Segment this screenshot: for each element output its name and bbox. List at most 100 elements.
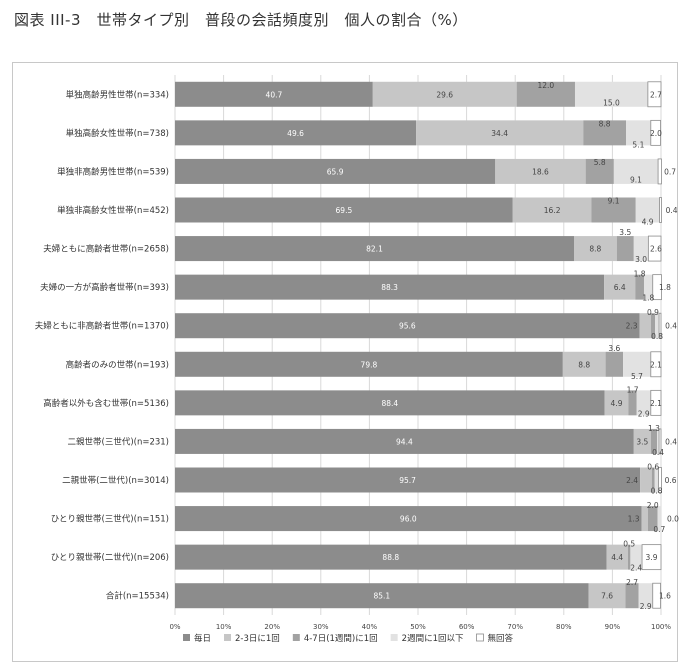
- category-label: 夫婦ともに高齢者世帯(n=2658): [43, 244, 169, 255]
- data-label: 3.5: [636, 437, 648, 446]
- bar-segment: [647, 235, 662, 262]
- bar-segment: [175, 467, 641, 493]
- category-label: 夫婦ともに非高齢者世帯(n=1370): [35, 321, 169, 332]
- x-tick-label: 30%: [313, 623, 329, 631]
- data-label: 6.4: [614, 283, 626, 292]
- x-tick-label: 40%: [362, 623, 378, 631]
- bar-segment: [606, 544, 628, 570]
- data-label: 40.7: [266, 90, 283, 99]
- data-label: 3.6: [608, 344, 620, 353]
- data-label: 1.8: [634, 270, 646, 279]
- bar-segment: [640, 467, 652, 493]
- legend-label: 2週間に1回以下: [402, 634, 464, 644]
- bar-segment: [512, 197, 592, 223]
- legend-swatch: [292, 634, 300, 641]
- data-label: 7.6: [601, 592, 613, 601]
- data-label: 8.8: [589, 245, 601, 254]
- bar-segment: [627, 544, 631, 570]
- bar-segment: [657, 158, 662, 185]
- bar-segment: [652, 582, 661, 609]
- chart-frame: 単独高齢男性世帯(n=334) 単独高齢女性世帯(n=738) 単独非高齢男性世帯(…: [12, 62, 679, 662]
- data-label: 0.8: [651, 487, 663, 496]
- data-label: 95.6: [399, 322, 416, 331]
- data-label: 96.0: [400, 515, 417, 524]
- bar-segment: [562, 351, 606, 377]
- data-label: 65.9: [327, 167, 344, 176]
- data-label: 5.7: [631, 372, 643, 381]
- bar-segment: [639, 313, 651, 339]
- bar-segment: [175, 158, 496, 184]
- data-label: 8.8: [578, 360, 590, 369]
- bar-segment: [647, 506, 658, 532]
- data-label: 0.5: [623, 540, 635, 549]
- legend-swatch: [476, 633, 484, 642]
- bar-segment: [591, 197, 636, 223]
- data-label: 85.1: [373, 592, 390, 601]
- data-label: 0.9: [647, 308, 659, 317]
- bar-segment: [633, 236, 649, 262]
- bar-segment: [655, 313, 660, 339]
- data-label: 12.0: [537, 81, 554, 90]
- data-label: 88.8: [382, 553, 399, 562]
- data-label: 8.8: [599, 119, 611, 128]
- data-label: 79.8: [361, 360, 378, 369]
- bar-segment: [175, 313, 640, 339]
- data-label: 2.4: [630, 564, 642, 573]
- data-label: 0.8: [651, 332, 663, 341]
- bar-segment: [652, 274, 662, 301]
- bar-segment: [650, 428, 658, 454]
- data-label: 95.7: [399, 476, 416, 485]
- legend-swatch: [183, 634, 190, 641]
- bar-segment: [623, 351, 651, 377]
- bar-segment: [650, 351, 662, 378]
- bar-segment: [175, 197, 513, 223]
- bar-segment: [635, 274, 644, 300]
- bar-segment: [416, 120, 584, 146]
- bar-segment: [604, 390, 629, 416]
- category-label: 単独非高齢女性世帯(n=452): [57, 205, 169, 216]
- data-label: 2.1: [650, 399, 662, 408]
- data-label: 0.6: [665, 476, 677, 485]
- bar-segment: [650, 119, 661, 146]
- x-tick-label: 50%: [410, 623, 426, 631]
- bar-segment: [635, 197, 660, 223]
- data-label: 3.9: [646, 553, 658, 562]
- bar-segment: [636, 390, 651, 416]
- category-label: 単独高齢女性世帯(n=738): [66, 128, 169, 139]
- category-label: ひとり親世帯(二世代)(n=206): [51, 552, 169, 563]
- category-label: ひとり親世帯(三世代)(n=151): [51, 514, 169, 525]
- legend-label: 毎日: [194, 633, 211, 644]
- bar-segment: [175, 81, 373, 107]
- data-label: 2.1: [650, 360, 662, 369]
- bar-segment: [657, 428, 660, 454]
- bar-segment: [495, 158, 586, 184]
- data-label: 18.6: [532, 167, 549, 176]
- bar-segment: [641, 544, 662, 571]
- bar-segment: [650, 389, 662, 416]
- bar-segment: [175, 583, 589, 609]
- data-label: 1.6: [659, 592, 671, 601]
- data-label: 0.4: [666, 206, 678, 215]
- data-label: 0.7: [653, 525, 665, 534]
- bar-segment: [516, 81, 575, 107]
- category-labels: 単独高齢男性世帯(n=334) 単独高齢女性世帯(n=738) 単独非高齢男性世帯(…: [35, 89, 169, 601]
- data-label: 2.6: [650, 245, 662, 254]
- data-label: 49.6: [287, 129, 304, 138]
- data-label: 0.4: [665, 437, 677, 446]
- data-label: 1.3: [648, 424, 660, 433]
- bar-segment: [628, 390, 637, 416]
- data-label: 15.0: [603, 98, 620, 107]
- x-tick-label: 70%: [507, 623, 523, 631]
- category-label: 二親世帯(三世代)(n=231): [68, 436, 170, 447]
- data-label: 0.4: [652, 448, 664, 457]
- data-label: 2.0: [647, 501, 659, 510]
- bar-segment: [657, 506, 661, 532]
- legend-swatch: [224, 634, 232, 641]
- bar-segment: [641, 506, 648, 532]
- x-tick-label: 20%: [264, 623, 280, 631]
- data-label: 2.9: [640, 602, 652, 611]
- bar-segment: [175, 428, 634, 454]
- category-label: 単独非高齢男性世帯(n=539): [57, 166, 169, 177]
- category-label: 単独高齢男性世帯(n=334): [66, 89, 169, 100]
- data-label: 29.6: [436, 90, 453, 99]
